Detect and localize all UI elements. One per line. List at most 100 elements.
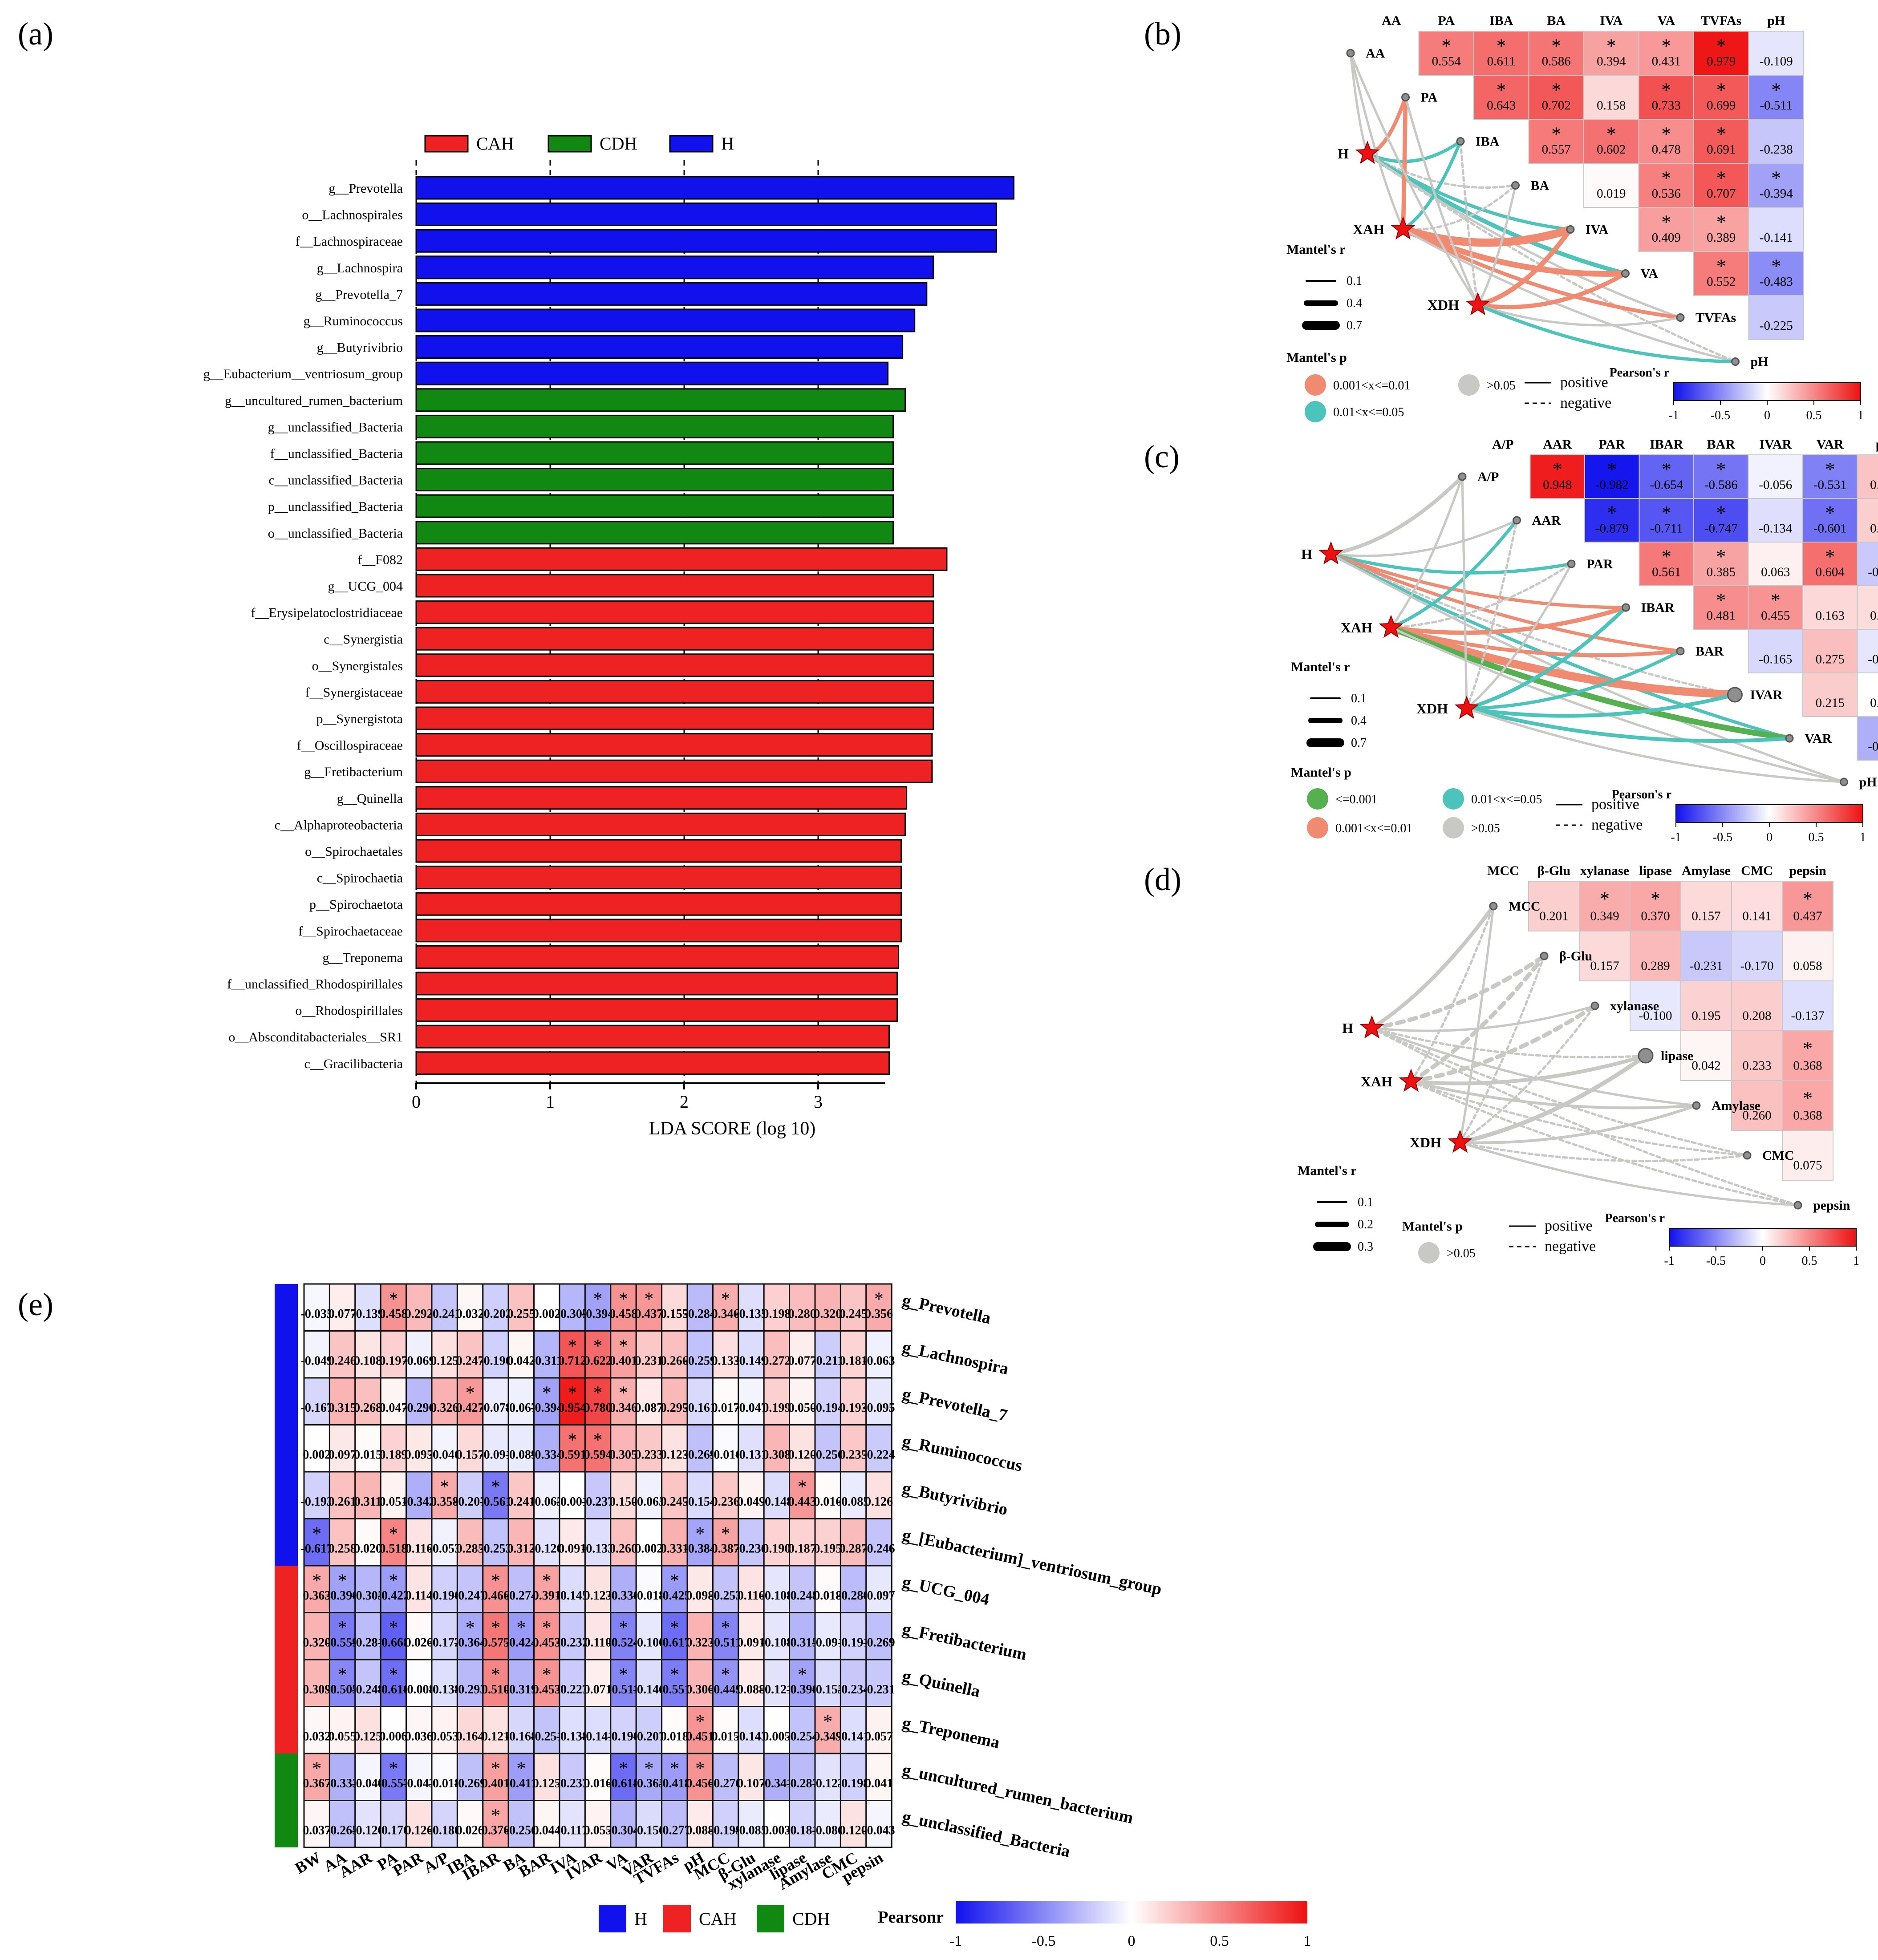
heat-cell — [814, 1706, 841, 1754]
mantel-link — [1390, 475, 1464, 629]
cell-value: -0.225 — [1868, 565, 1878, 579]
bar — [415, 547, 948, 571]
cell-value: -0.561 — [479, 1495, 511, 1509]
cell-value: -0.394 — [1760, 186, 1793, 201]
significance-star: * — [1771, 167, 1781, 189]
cell-value: -0.253 — [710, 1589, 742, 1603]
heat-cell — [1680, 1030, 1732, 1081]
cell-value: -0.095 — [863, 1401, 895, 1415]
heat-cell — [1579, 931, 1631, 981]
cell-value: 0.157 — [1691, 909, 1720, 923]
cell-value: 0.003 — [763, 1823, 791, 1837]
heat-cell — [840, 1471, 867, 1519]
cell-value: -0.117 — [556, 1823, 588, 1837]
bar — [415, 839, 902, 863]
mantel-p-label: 0.01<x<=0.05 — [1471, 793, 1542, 806]
heat-cell — [789, 1424, 816, 1473]
variable-node — [1401, 93, 1410, 101]
heat-cell — [380, 1753, 407, 1801]
cell-value: -0.016 — [710, 1448, 742, 1462]
significance-star: * — [389, 1664, 398, 1685]
heat-cell — [1693, 542, 1749, 586]
bar — [415, 414, 894, 438]
cell-value: 0.557 — [1542, 142, 1571, 157]
heat-cell — [789, 1518, 816, 1567]
mantel-link — [1465, 649, 1682, 710]
cell-value: 0.305 — [609, 1448, 637, 1462]
category-label: p__Spirochaetota — [309, 897, 403, 912]
colorbar-tick-label: 0 — [1128, 1933, 1136, 1949]
heat-cell — [303, 1612, 330, 1660]
cell-value: -0.293 — [454, 1683, 486, 1697]
significance-star: * — [568, 1383, 577, 1403]
cell-value: -0.305 — [352, 1589, 384, 1603]
significance-star: * — [1661, 79, 1671, 101]
cell-value: 0.255 — [507, 1307, 535, 1321]
heat-cell — [354, 1377, 381, 1425]
cell-value: -0.121 — [761, 1683, 793, 1697]
heat-cell — [559, 1706, 586, 1754]
variable-node — [1513, 516, 1521, 525]
significance-star: * — [440, 1477, 449, 1497]
mantel-p-swatch — [1418, 1242, 1440, 1263]
node-label: pepsin — [1813, 1198, 1850, 1213]
column-header: IVAR — [1759, 437, 1792, 452]
cell-value: 0.047 — [379, 1401, 407, 1415]
bar — [415, 600, 934, 624]
variable-node — [1346, 49, 1355, 57]
mantel-link — [1402, 228, 1737, 363]
cell-value: -0.143 — [735, 1729, 767, 1743]
mantel-link — [1465, 563, 1573, 710]
heat-cell — [584, 1800, 612, 1848]
cell-value: -0.154 — [684, 1495, 716, 1509]
cell-value: -0.305 — [556, 1307, 588, 1321]
cell-value: 0.121 — [482, 1729, 510, 1743]
cell-value: -0.284 — [684, 1307, 716, 1321]
heat-cell — [1802, 585, 1858, 630]
cell-value: -0.150 — [633, 1823, 665, 1837]
heat-cell — [789, 1471, 816, 1519]
legend-label-cdh: CDH — [792, 1909, 830, 1929]
heat-cell — [1731, 1030, 1783, 1081]
bar — [415, 919, 902, 943]
heat-cell — [507, 1800, 535, 1848]
cell-value: 0.002 — [1870, 696, 1878, 710]
significance-star: * — [721, 1618, 730, 1638]
category-label: f__Synergistaceae — [305, 685, 403, 700]
cell-value: -0.259 — [684, 1354, 716, 1368]
cell-value: 0.309 — [303, 1683, 331, 1697]
cell-value: 0.041 — [865, 1777, 893, 1790]
pearson-title: Pearson's r — [1609, 366, 1669, 380]
cell-value: -0.711 — [1650, 521, 1683, 535]
cell-value: 0.120 — [788, 1448, 816, 1462]
cell-value: -0.089 — [505, 1448, 537, 1462]
node-label: AA — [1366, 46, 1385, 61]
cell-value: -0.196 — [479, 1354, 511, 1368]
cell-value: 0.320 — [814, 1307, 842, 1321]
heat-cell — [303, 1283, 330, 1332]
panel-d-mantel-enzyme: MCC β-Glu xylanase lipase Amylase CMC pepsin 0.… — [1298, 863, 1859, 1268]
bar — [415, 866, 902, 890]
significance-star: * — [1606, 123, 1616, 145]
cell-value: -0.176 — [377, 1823, 410, 1837]
cell-value: -0.304 — [607, 1823, 639, 1837]
heat-cell — [533, 1659, 560, 1707]
heat-cell — [1857, 629, 1878, 673]
significance-star: * — [644, 1758, 653, 1779]
category-label: g__uncultured_rumen_bacterium — [225, 393, 403, 408]
variable-node — [1793, 1201, 1802, 1210]
legend-swatch-cdh — [548, 135, 592, 153]
bar — [415, 494, 894, 518]
cell-value: -0.190 — [607, 1729, 639, 1743]
cell-value: 0.323 — [686, 1636, 714, 1649]
column-header: lipase — [1639, 863, 1671, 878]
cell-value: -0.069 — [403, 1354, 435, 1368]
significance-star: * — [389, 1571, 398, 1591]
group-bar-segment — [275, 1425, 298, 1472]
heat-cell — [840, 1800, 867, 1848]
bar — [415, 388, 906, 412]
variable-node — [1692, 1101, 1701, 1110]
cell-value: 0.208 — [1742, 1008, 1771, 1023]
significance-star: * — [568, 1430, 577, 1450]
